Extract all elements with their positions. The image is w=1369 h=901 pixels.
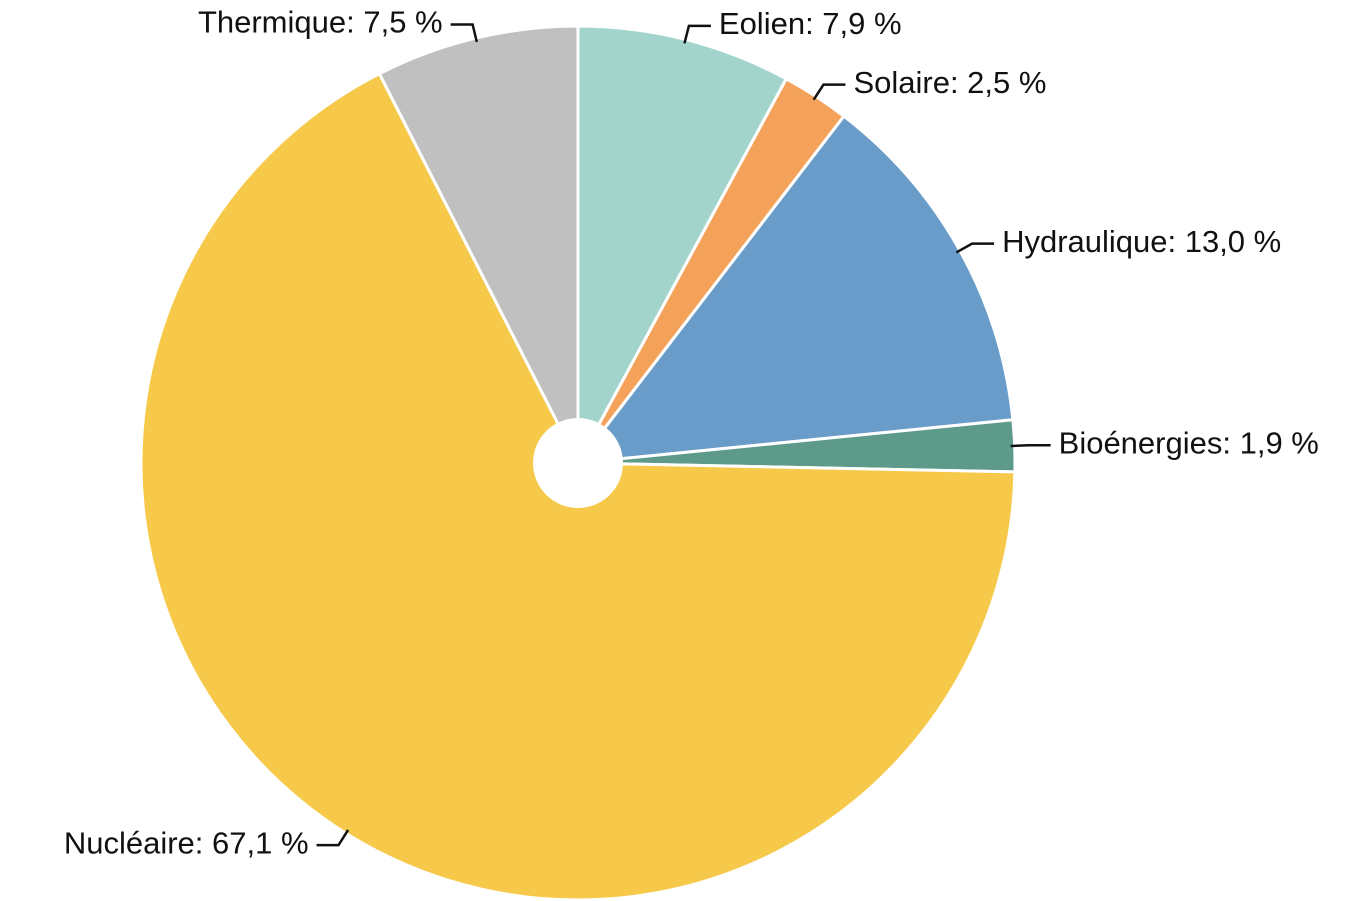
slice-label: Hydraulique: 13,0 % — [1002, 224, 1281, 259]
leader-line — [1010, 444, 1051, 448]
leader-line — [955, 242, 995, 254]
leader-line — [450, 23, 479, 43]
slice-label: Bioénergies: 1,9 % — [1059, 425, 1319, 460]
center-hole — [533, 418, 623, 508]
slice-label: Solaire: 2,5 % — [853, 65, 1046, 100]
leader-line — [316, 829, 350, 847]
slice-label: Eolien: 7,9 % — [719, 6, 902, 41]
slice-label: Nucléaire: 67,1 % — [64, 825, 309, 860]
leader-line — [812, 83, 846, 101]
leader-line — [683, 24, 711, 44]
slice-label: Thermique: 7,5 % — [198, 5, 443, 40]
